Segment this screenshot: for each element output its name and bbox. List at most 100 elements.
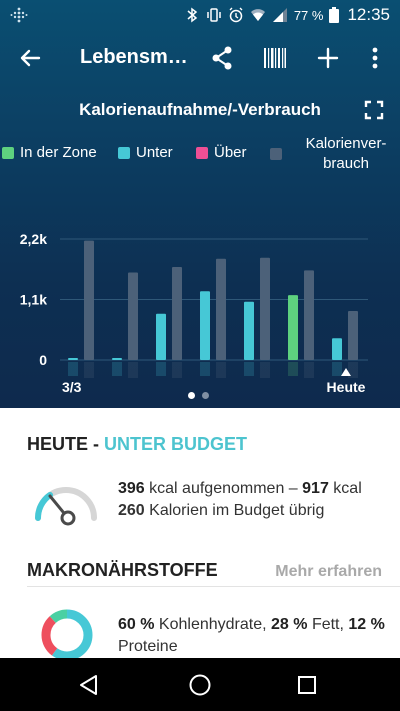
kcal-out-value: 917 (302, 480, 329, 497)
bluetooth-icon (187, 7, 198, 23)
intake-bar (288, 295, 298, 360)
macro-summary: 60 % Kohlenhydrate, 28 % Fett, 12 % Prot… (118, 614, 388, 658)
legend-swatch (270, 148, 282, 160)
intake-bar (68, 358, 78, 360)
legend-swatch (2, 146, 14, 159)
plus-icon[interactable] (312, 42, 344, 74)
more-vert-icon[interactable] (359, 42, 391, 74)
budget-remaining: 260 Kalorien im Budget übrig (118, 502, 324, 520)
calorie-gauge-icon (34, 487, 97, 526)
legend-swatch (196, 146, 208, 159)
page-dot-2[interactable] (202, 392, 209, 399)
today-marker-icon (341, 368, 351, 376)
budget-left-label: Kalorien im Budget übrig (149, 502, 325, 519)
intake-bar-reflection (332, 362, 342, 376)
carbs-label: Kohlenhydrate, (158, 616, 267, 633)
legend-label: Kalorienver- brauch (305, 135, 387, 172)
legend-item-zone: In der Zone (2, 144, 97, 161)
burn-bar (172, 267, 182, 360)
fat-percent: 28 % (271, 616, 308, 633)
page-dot-1[interactable] (188, 392, 195, 399)
app-bar: Lebensm… (0, 30, 400, 86)
fitbit-dots-icon (10, 7, 28, 23)
battery-icon (329, 7, 340, 23)
alarm-icon (229, 7, 243, 23)
intake-bar (244, 301, 254, 360)
burn-bar (304, 270, 314, 360)
intake-bar (200, 291, 210, 360)
protein-percent: 12 % (348, 616, 385, 633)
burn-bar (348, 311, 358, 360)
budget-status: UNTER BUDGET (104, 434, 248, 454)
intake-bar-reflection (244, 362, 254, 376)
legend-label: Unter (136, 144, 173, 161)
macro-donut-chart (41, 609, 93, 661)
intake-bar-reflection (68, 362, 78, 376)
legend-label: Über (214, 144, 247, 161)
y-tick-label: 0 (39, 352, 47, 368)
nav-home-icon[interactable] (187, 672, 213, 698)
back-arrow-icon[interactable] (14, 42, 46, 74)
intake-bar-reflection (200, 362, 210, 376)
intake-bar (156, 313, 166, 360)
divider (27, 586, 400, 587)
vibrate-icon (207, 8, 221, 22)
burn-bar (260, 257, 270, 360)
barcode-icon[interactable] (259, 42, 291, 74)
x-start-label: 3/3 (62, 379, 82, 395)
system-nav-bar (0, 658, 400, 711)
donut-slice-fat (41, 609, 93, 661)
learn-more-link[interactable]: Mehr erfahren (275, 563, 382, 580)
chart-legend: In der Zone Unter Über Kalorienver- brau… (0, 134, 400, 174)
burn-bar-reflection (348, 362, 358, 378)
today-prefix: HEUTE - (27, 434, 105, 454)
clock: 12:35 (347, 5, 390, 24)
y-tick-label: 1,1k (20, 292, 47, 308)
today-heading: HEUTE - UNTER BUDGET (27, 434, 247, 455)
fullscreen-icon[interactable] (362, 98, 386, 122)
intake-bar-reflection (112, 362, 122, 376)
summary-content: HEUTE - UNTER BUDGET 396 kcal aufgenomme… (0, 408, 400, 661)
macros-heading: MAKRONÄHRSTOFFE (27, 560, 218, 580)
calorie-bar-chart[interactable]: 0 1,1k 2,2k 3/3 Heute (0, 200, 400, 400)
fat-label: Fett, (311, 616, 344, 633)
intake-bar-reflection (288, 362, 298, 376)
nav-recents-icon[interactable] (294, 672, 320, 698)
wifi-icon (250, 9, 265, 21)
carbs-percent: 60 % (118, 616, 155, 633)
kcal-summary: 396 kcal aufgenommen – 917 kcal (118, 480, 362, 498)
page-indicator (188, 392, 209, 399)
donut-slice-protein (41, 609, 93, 661)
y-tick-label: 2,2k (20, 231, 47, 247)
legend-label: In der Zone (20, 144, 97, 161)
burn-bar-reflection (260, 362, 270, 378)
signal-icon (272, 8, 287, 22)
x-end-label: Heute (327, 379, 366, 395)
burn-bar-reflection (304, 362, 314, 378)
burn-bar-reflection (128, 362, 138, 378)
burn-bar-reflection (216, 362, 226, 378)
kcal-in-value: 396 (118, 480, 145, 497)
intake-bar (332, 338, 342, 360)
status-bar: 77 % 12:35 (0, 0, 400, 30)
header-panel: 77 % 12:35 Lebensm… (0, 0, 400, 408)
kcal-out-label: kcal (333, 480, 362, 497)
burn-bar (216, 258, 226, 360)
page-title: Lebensm… (80, 46, 188, 68)
protein-label: Proteine (118, 638, 178, 655)
intake-bar-reflection (156, 362, 166, 376)
legend-item-under: Unter (118, 144, 173, 161)
kcal-in-label: kcal aufgenommen – (149, 480, 298, 497)
burn-bar-reflection (84, 362, 94, 378)
legend-item-over: Über (196, 144, 247, 161)
burn-bar (128, 272, 138, 360)
battery-percent: 77 % (293, 7, 324, 23)
nav-back-icon[interactable] (76, 672, 102, 698)
legend-swatch (118, 146, 130, 159)
chart-title: Kalorienaufnahme/-Verbrauch (79, 100, 321, 119)
budget-left-value: 260 (118, 502, 145, 519)
burn-bar-reflection (172, 362, 182, 378)
share-icon[interactable] (206, 42, 238, 74)
burn-bar (84, 240, 94, 360)
intake-bar (112, 358, 122, 360)
